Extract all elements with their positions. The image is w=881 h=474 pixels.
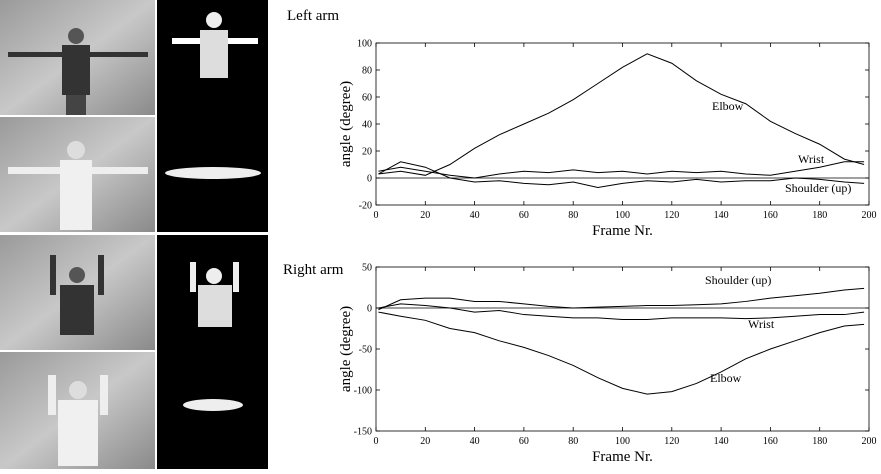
y-tick-label: 0 [367,304,372,315]
chart-title: Right arm [283,262,344,278]
y-tick-label: 50 [362,263,372,274]
x-tick-label: 80 [568,436,578,447]
y-tick-label: 100 [357,39,372,50]
x-axis-label: Frame Nr. [592,223,653,239]
series-line [378,303,865,320]
y-tick-label: -20 [359,201,372,212]
x-tick-label: 200 [862,436,877,447]
x-tick-label: 200 [862,210,877,221]
x-tick-label: 100 [615,210,630,221]
series-line [378,287,865,311]
x-tick-label: 80 [568,210,578,221]
series-line [378,161,865,188]
y-axis-label: angle (degree) [338,81,354,167]
x-tick-label: 20 [420,436,430,447]
y-tick-label: 80 [362,66,372,77]
y-tick-label: 20 [362,147,372,158]
series-label: Elbow [710,371,742,385]
y-tick-label: 0 [367,174,372,185]
y-tick-label: -150 [354,427,372,438]
series-label: Wrist [798,152,825,166]
x-tick-label: 140 [714,436,729,447]
x-tick-label: 60 [519,210,529,221]
plot-frame [375,266,870,432]
y-tick-label: 40 [362,120,372,131]
series-line [378,311,865,395]
y-tick-label: -100 [354,386,372,397]
x-tick-label: 60 [519,436,529,447]
photos-top [0,0,268,232]
y-tick-label: 60 [362,93,372,104]
x-tick-label: 160 [763,210,778,221]
x-tick-label: 120 [664,210,679,221]
y-tick-label: -50 [359,345,372,356]
chart-title: Left arm [287,8,339,24]
x-tick-label: 0 [374,210,379,221]
x-tick-label: 120 [664,436,679,447]
y-axis-label: angle (degree) [338,306,354,392]
x-tick-label: 0 [374,436,379,447]
x-tick-label: 180 [812,436,827,447]
x-axis-label: Frame Nr. [592,449,653,465]
x-tick-label: 40 [470,210,480,221]
x-tick-label: 40 [470,436,480,447]
series-line [378,161,865,179]
x-tick-label: 100 [615,436,630,447]
series-label: Elbow [712,99,744,113]
series-label: Shoulder (up) [705,273,771,287]
x-tick-label: 160 [763,436,778,447]
series-label: Wrist [748,317,775,331]
x-tick-label: 180 [812,210,827,221]
x-tick-label: 140 [714,210,729,221]
x-tick-label: 20 [420,210,430,221]
photos-bottom [0,235,268,469]
chart: Right arm 0 20 40 60 80 100 120 140 160 180 200 -150… [283,262,877,465]
series-label: Shoulder (up) [785,181,851,195]
series-line [378,53,865,176]
